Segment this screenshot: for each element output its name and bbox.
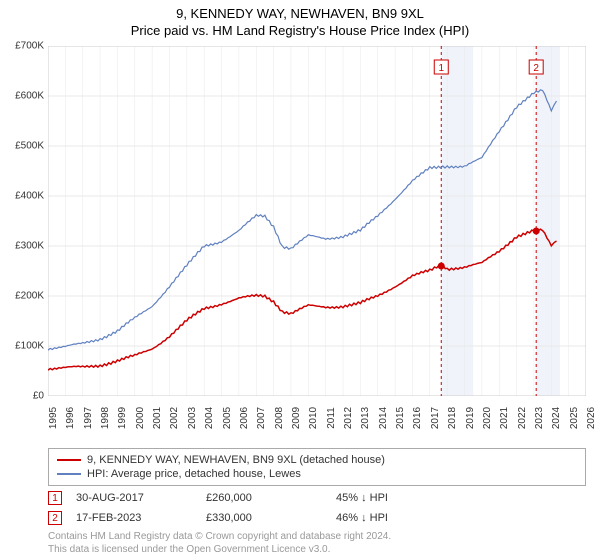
legend-label: 9, KENNEDY WAY, NEWHAVEN, BN9 9XL (detac… [87, 454, 385, 466]
y-tick-label: £200K [15, 291, 44, 302]
x-tick-label: 2025 [569, 407, 580, 429]
x-tick-label: 1997 [83, 407, 94, 429]
legend-item: 9, KENNEDY WAY, NEWHAVEN, BN9 9XL (detac… [57, 453, 577, 467]
legend-swatch [57, 473, 81, 475]
footer-line-2: This data is licensed under the Open Gov… [48, 543, 586, 556]
x-tick-label: 1999 [117, 407, 128, 429]
transactions-table: 1 30-AUG-2017£260,00045% ↓ HPI 2 17-FEB-202… [48, 488, 586, 528]
transaction-price: £330,000 [206, 512, 336, 524]
x-tick-label: 2006 [239, 407, 250, 429]
x-tick-label: 2004 [204, 407, 215, 429]
y-tick-label: £100K [15, 341, 44, 352]
y-tick-label: £600K [15, 91, 44, 102]
legend-swatch [57, 459, 81, 461]
y-tick-label: £400K [15, 191, 44, 202]
title-line-1: 9, KENNEDY WAY, NEWHAVEN, BN9 9XL [0, 0, 600, 21]
y-tick-label: £0 [33, 391, 44, 402]
svg-text:1: 1 [438, 63, 444, 74]
x-tick-label: 2023 [534, 407, 545, 429]
x-axis: 1995 1996 1997 1998 1999 2000 2001 2002 2003 2004… [48, 396, 586, 446]
y-tick-label: £500K [15, 141, 44, 152]
y-axis: £0£100K£200K£300K£400K£500K£600K£700K [0, 46, 48, 396]
footer-attribution: Contains HM Land Registry data © Crown c… [48, 530, 586, 556]
x-tick-label: 2003 [187, 407, 198, 429]
chart-plot-area: 12 [48, 46, 586, 396]
y-tick-label: £300K [15, 241, 44, 252]
x-tick-label: 2010 [308, 407, 319, 429]
transaction-marker-box: 1 [48, 491, 62, 505]
x-tick-label: 2019 [465, 407, 476, 429]
x-tick-label: 2020 [482, 407, 493, 429]
x-tick-label: 2002 [169, 407, 180, 429]
footer-line-1: Contains HM Land Registry data © Crown c… [48, 530, 586, 543]
legend-label: HPI: Average price, detached house, Lewe… [87, 468, 301, 480]
transaction-delta: 46% ↓ HPI [336, 512, 388, 524]
x-tick-label: 2012 [343, 407, 354, 429]
x-tick-label: 1996 [65, 407, 76, 429]
x-tick-label: 2017 [430, 407, 441, 429]
x-tick-label: 2000 [135, 407, 146, 429]
transaction-row: 2 17-FEB-2023£330,00046% ↓ HPI [48, 508, 586, 528]
x-tick-label: 2007 [256, 407, 267, 429]
x-tick-label: 2026 [586, 407, 597, 429]
x-tick-label: 2016 [412, 407, 423, 429]
transaction-row: 1 30-AUG-2017£260,00045% ↓ HPI [48, 488, 586, 508]
transaction-marker-box: 2 [48, 511, 62, 525]
x-tick-label: 2009 [291, 407, 302, 429]
x-tick-label: 2013 [360, 407, 371, 429]
transaction-price: £260,000 [206, 492, 336, 504]
legend-item: HPI: Average price, detached house, Lewe… [57, 467, 577, 481]
x-tick-label: 2008 [274, 407, 285, 429]
transaction-date: 30-AUG-2017 [76, 492, 206, 504]
x-tick-label: 2001 [152, 407, 163, 429]
y-tick-label: £700K [15, 41, 44, 52]
transaction-delta: 45% ↓ HPI [336, 492, 388, 504]
x-tick-label: 2014 [378, 407, 389, 429]
x-tick-label: 1998 [100, 407, 111, 429]
x-tick-label: 2024 [551, 407, 562, 429]
x-tick-label: 2011 [326, 407, 337, 429]
svg-text:2: 2 [533, 63, 539, 74]
x-tick-label: 2022 [517, 407, 528, 429]
title-line-2: Price paid vs. HM Land Registry's House … [0, 21, 600, 38]
x-tick-label: 1995 [48, 407, 59, 429]
x-tick-label: 2005 [222, 407, 233, 429]
transaction-date: 17-FEB-2023 [76, 512, 206, 524]
legend: 9, KENNEDY WAY, NEWHAVEN, BN9 9XL (detac… [48, 448, 586, 486]
x-tick-label: 2021 [499, 407, 510, 429]
x-tick-label: 2015 [395, 407, 406, 429]
x-tick-label: 2018 [447, 407, 458, 429]
